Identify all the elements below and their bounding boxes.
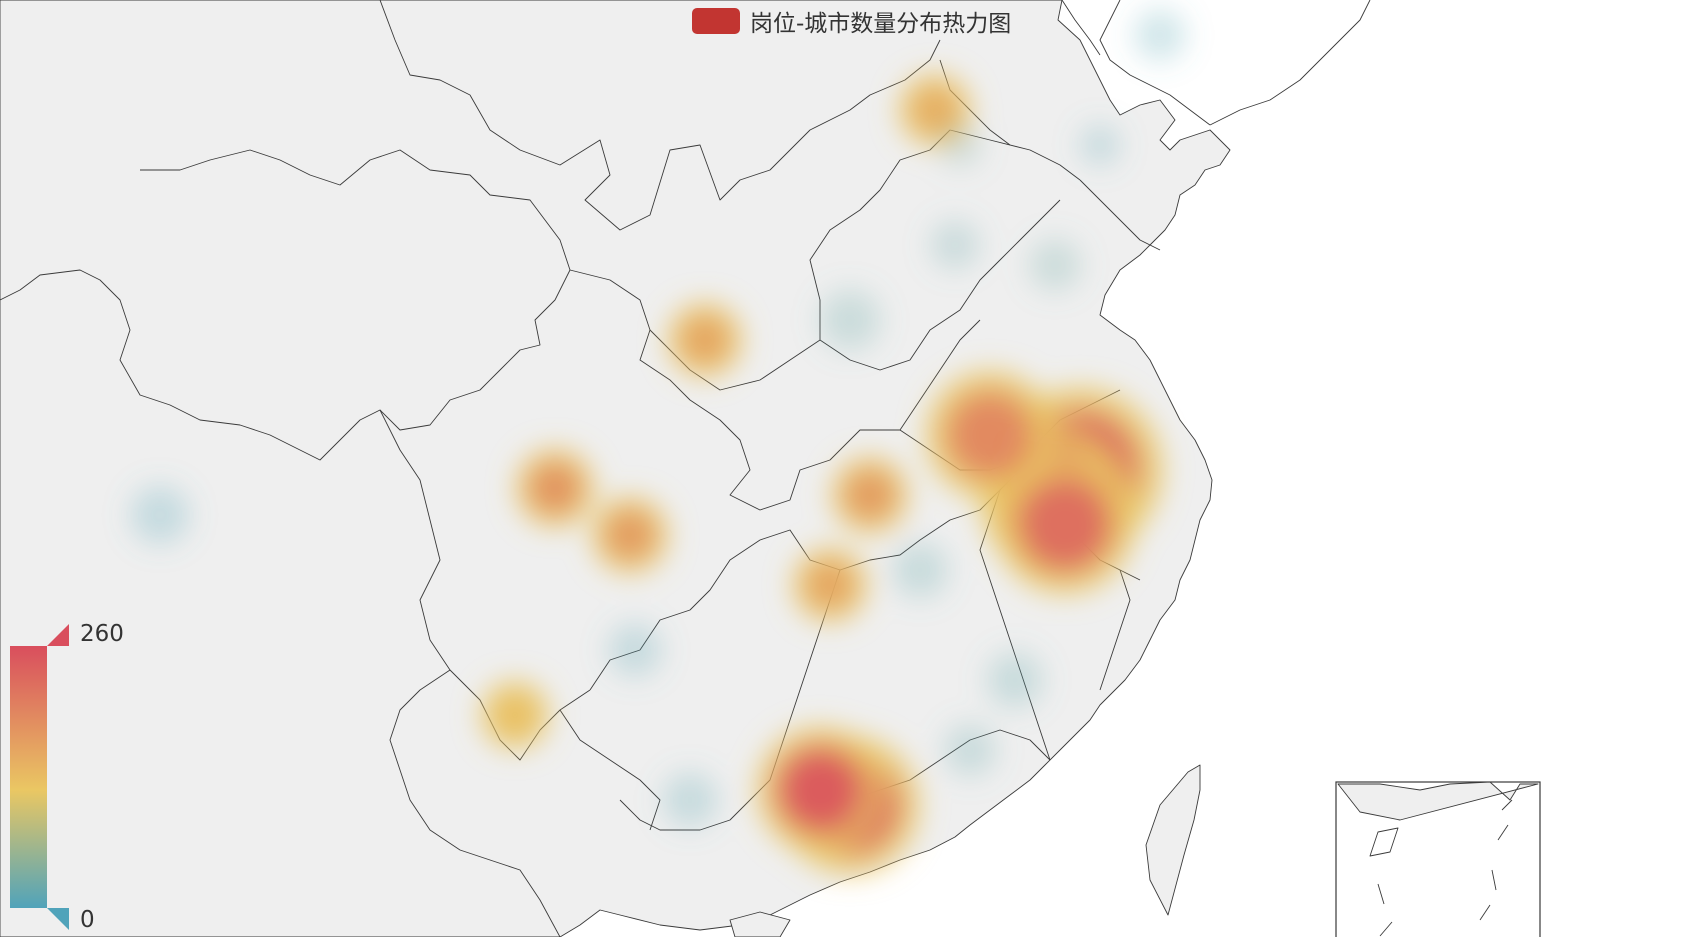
heat-point <box>662 772 718 828</box>
legend-swatch <box>692 8 740 34</box>
visual-map-max-label: 260 <box>80 621 124 647</box>
heat-point <box>1079 124 1121 166</box>
heat-point-core <box>492 692 538 738</box>
heat-point <box>668 303 742 377</box>
heat-point <box>996 456 1134 594</box>
visual-map-min-label: 0 <box>80 907 95 933</box>
province-shapes <box>0 0 1231 937</box>
heat-point-core <box>528 461 582 515</box>
heat-point <box>819 289 881 351</box>
heat-point-core <box>805 560 855 610</box>
heat-point <box>986 651 1044 709</box>
taiwan-island <box>1145 764 1201 916</box>
heat-point-core <box>844 469 896 521</box>
heat-point <box>938 123 982 167</box>
heat-point-halo <box>930 220 980 270</box>
hainan-island-hint <box>729 911 791 937</box>
heat-point <box>926 371 1054 499</box>
heat-point-halo <box>130 485 190 545</box>
heat-layer <box>130 9 1186 874</box>
heat-point <box>793 548 867 622</box>
heat-point-halo <box>819 289 881 351</box>
heat-point <box>757 727 883 853</box>
heat-point-halo <box>1079 124 1121 166</box>
south-china-sea-inset <box>1335 781 1541 937</box>
heat-point-halo <box>986 651 1044 709</box>
heat-point-core <box>1017 477 1113 573</box>
visual-map-gradient-bar[interactable] <box>10 646 47 908</box>
heat-point-halo <box>1029 239 1081 291</box>
heat-point <box>1134 9 1186 61</box>
legend-item[interactable]: 岗位-城市数量分布热力图 <box>692 6 1012 37</box>
heat-point <box>481 681 549 749</box>
heat-point <box>130 485 190 545</box>
visual-map: 260 0 <box>0 620 140 936</box>
heat-point-halo <box>662 772 718 828</box>
heat-point <box>1029 239 1081 291</box>
legend-label: 岗位-城市数量分布热力图 <box>750 11 1012 37</box>
heat-point <box>832 457 908 533</box>
heat-point <box>930 220 980 270</box>
heat-point <box>943 723 997 777</box>
heat-point-halo <box>943 723 997 777</box>
heat-point-core <box>604 509 656 561</box>
heat-point <box>608 623 662 677</box>
mainland-outline <box>0 0 1231 937</box>
heat-point-core <box>911 86 959 134</box>
visual-map-max-handle[interactable] <box>47 624 69 646</box>
heat-point-core <box>946 391 1034 479</box>
heat-point-halo <box>608 623 662 677</box>
heat-point-halo <box>938 123 982 167</box>
heat-point <box>516 449 594 527</box>
heat-point-core <box>680 315 730 365</box>
heat-point-core <box>775 745 865 835</box>
visual-map-min-handle[interactable] <box>47 908 69 930</box>
heat-point-halo <box>1134 9 1186 61</box>
heat-point <box>592 497 668 573</box>
heat-point <box>891 541 949 599</box>
heat-point-halo <box>891 541 949 599</box>
